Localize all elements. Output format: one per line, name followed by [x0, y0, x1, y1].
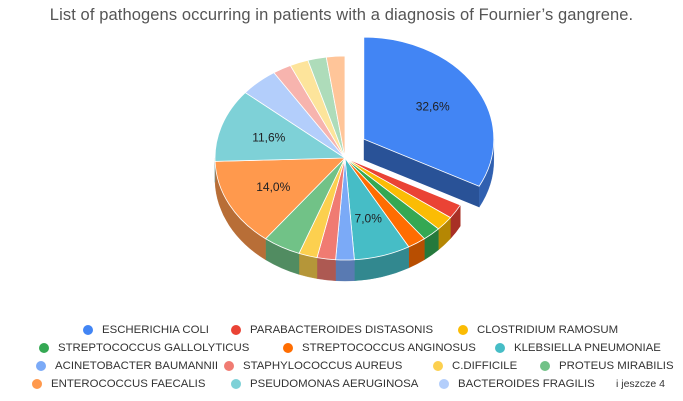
- legend-swatch: [283, 343, 293, 353]
- legend-label: STAPHYLOCOCCUS AUREUS: [243, 360, 403, 372]
- slice-label-0: 32,6%: [416, 99, 450, 113]
- slice-side-6: [335, 259, 355, 282]
- legend-label: PROTEUS MIRABILIS: [559, 360, 674, 372]
- legend-item[interactable]: STREPTOCOCCUS ANGINOSUS: [283, 342, 476, 354]
- legend-item[interactable]: PSEUDOMONAS AERUGINOSA: [231, 378, 418, 390]
- legend-item[interactable]: KLEBSIELLA PNEUMONIAE: [495, 342, 661, 354]
- legend-swatch: [32, 379, 42, 389]
- legend-label: ACINETOBACTER BAUMANNII: [55, 360, 219, 372]
- legend-swatch: [495, 343, 505, 353]
- legend-label: STREPTOCOCCUS ANGINOSUS: [302, 342, 476, 354]
- legend-swatch: [39, 343, 49, 353]
- legend-more-link[interactable]: i jeszcze 4: [616, 378, 666, 390]
- legend-swatch: [540, 361, 550, 371]
- legend-label: PSEUDOMONAS AERUGINOSA: [250, 378, 419, 390]
- pie-slice-escherichia-coli[interactable]: [363, 36, 495, 187]
- legend-label: PARABACTEROIDES DISTASONIS: [250, 324, 434, 336]
- legend-label: CLOSTRIDIUM RAMOSUM: [477, 324, 619, 336]
- slice-label-5: 7,0%: [355, 212, 383, 226]
- legend-item[interactable]: CLOSTRIDIUM RAMOSUM: [458, 324, 618, 336]
- legend: i jeszcze 4 ESCHERICHIA COLI PARABACTEROI…: [0, 318, 683, 398]
- legend-item[interactable]: ACINETOBACTER BAUMANNII: [36, 360, 218, 372]
- legend-item[interactable]: PARABACTEROIDES DISTASONIS: [231, 324, 433, 336]
- legend-label: ENTEROCOCCUS FAECALIS: [51, 378, 206, 390]
- legend-item[interactable]: C.DIFFICILE: [433, 360, 517, 372]
- pie-slice-other-4[interactable]: [325, 55, 346, 159]
- legend-label: STREPTOCOCCUS GALLOLYTICUS: [58, 342, 250, 354]
- legend-swatch: [83, 325, 93, 335]
- legend-swatch: [433, 361, 443, 371]
- legend-item[interactable]: STAPHYLOCOCCUS AUREUS: [224, 360, 402, 372]
- legend-item[interactable]: ESCHERICHIA COLI: [83, 324, 209, 336]
- pie-3d: 32,6% 7,0% 14,0% 11,6%: [214, 36, 495, 282]
- pie-slice-pseudomonas-aeruginosa[interactable]: [214, 92, 347, 162]
- slice-side-7: [316, 257, 336, 281]
- legend-item[interactable]: PROTEUS MIRABILIS: [540, 360, 674, 372]
- chart-title: List of pathogens occurring in patients …: [49, 6, 634, 24]
- legend-swatch: [36, 361, 46, 371]
- legend-swatch: [231, 325, 241, 335]
- legend-swatch: [439, 379, 449, 389]
- legend-label: C.DIFFICILE: [452, 360, 518, 372]
- legend-label: KLEBSIELLA PNEUMONIAE: [514, 342, 661, 354]
- legend-label: BACTEROIDES FRAGILIS: [458, 378, 595, 390]
- slice-label-11: 11,6%: [252, 130, 285, 144]
- pie-slice-enterococcus-faecalis[interactable]: [214, 157, 346, 240]
- legend-label: ESCHERICHIA COLI: [102, 324, 209, 336]
- legend-item[interactable]: STREPTOCOCCUS GALLOLYTICUS: [39, 342, 249, 354]
- legend-swatch: [458, 325, 468, 335]
- legend-item[interactable]: BACTEROIDES FRAGILIS: [439, 378, 595, 390]
- legend-swatch: [224, 361, 234, 371]
- slice-label-10: 14,0%: [256, 180, 290, 194]
- legend-item[interactable]: ENTEROCOCCUS FAECALIS: [32, 378, 205, 390]
- legend-swatch: [231, 379, 241, 389]
